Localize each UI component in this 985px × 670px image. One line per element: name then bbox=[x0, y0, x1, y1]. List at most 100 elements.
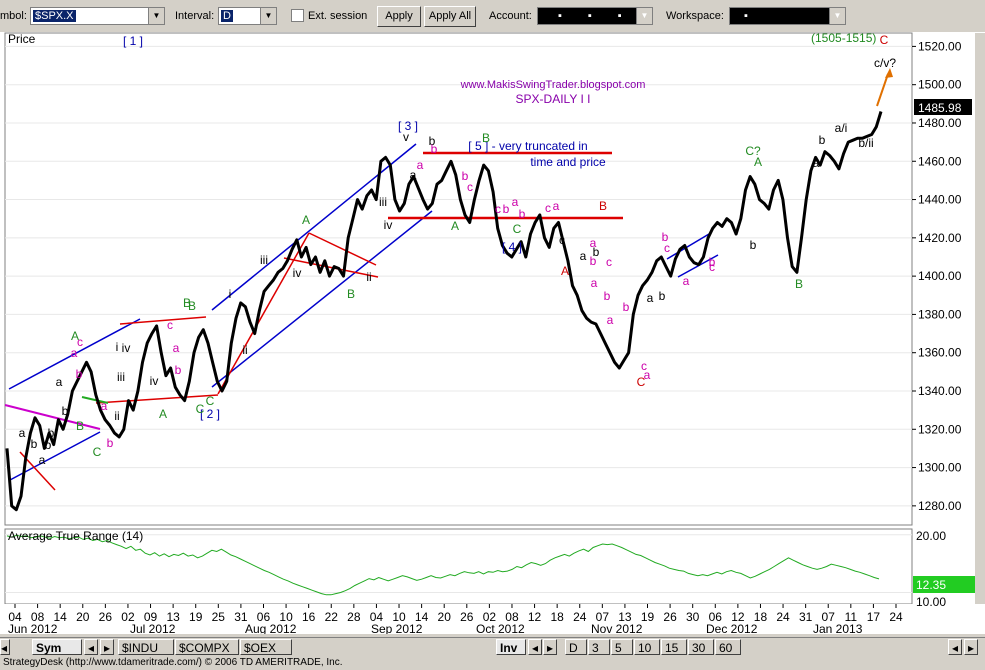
tab-interval-10[interactable]: 10 bbox=[634, 639, 660, 655]
wave-label: C bbox=[196, 402, 205, 416]
ext-session-checkbox[interactable] bbox=[291, 9, 304, 22]
wave-label: a bbox=[590, 236, 597, 250]
x-tick-label: 26 bbox=[460, 610, 474, 624]
tab-interval-3[interactable]: 3 bbox=[588, 639, 610, 655]
x-tick-label: 14 bbox=[415, 610, 429, 624]
wave-label: A bbox=[561, 264, 569, 278]
wave-label: c bbox=[167, 318, 173, 332]
price-y-tick-label: 1440.00 bbox=[918, 193, 962, 207]
atr-panel-frame bbox=[4, 528, 913, 605]
tab-next-button[interactable]: ▸ bbox=[100, 639, 114, 655]
wave-label: c bbox=[495, 202, 501, 216]
atr-series-line bbox=[6, 534, 880, 596]
tab-sym[interactable]: Sym bbox=[32, 639, 82, 655]
interval-combo[interactable]: D ▼ bbox=[218, 7, 277, 25]
scroll-left-button[interactable]: ◂ bbox=[948, 639, 962, 655]
chevron-down-icon[interactable]: ▼ bbox=[636, 8, 652, 24]
price-chart-svg[interactable]: 1280.001300.001320.001340.001360.001380.… bbox=[0, 31, 985, 636]
wave-label: v bbox=[403, 130, 409, 144]
tab-inv-next-button[interactable]: ▸ bbox=[543, 639, 557, 655]
wave-label: a bbox=[580, 249, 587, 263]
wave-label: B bbox=[347, 287, 355, 301]
wave-label: a bbox=[39, 453, 46, 467]
wave-label: b bbox=[62, 404, 69, 418]
account-combo[interactable]: ▪▪▪▪ ▼ bbox=[537, 7, 653, 25]
atr-panel-title: Average True Range (14) bbox=[8, 529, 143, 543]
x-tick-label: 26 bbox=[99, 610, 113, 624]
symbol-label: mbol: bbox=[0, 10, 27, 22]
trend-line-red-3 bbox=[95, 394, 219, 404]
chart-area[interactable]: 1280.00 1300.00 1320.00 1340.00 1360.00 1380.… bbox=[0, 31, 985, 636]
tab-symbol-oex[interactable]: $OEX bbox=[240, 639, 292, 655]
wave-label: b/ii bbox=[858, 136, 873, 150]
x-tick-label: 14 bbox=[53, 610, 67, 624]
wave-label: b bbox=[659, 289, 666, 303]
price-y-tick-label: 1520.00 bbox=[918, 39, 962, 53]
chevron-down-icon[interactable]: ▼ bbox=[260, 8, 276, 24]
scroll-right-button[interactable]: ▸ bbox=[964, 639, 978, 655]
wave-label: a bbox=[410, 168, 417, 182]
x-tick-label: 30 bbox=[686, 610, 700, 624]
tab-interval-30[interactable]: 30 bbox=[688, 639, 714, 655]
tab-inv-prev-button[interactable]: ◂ bbox=[528, 639, 542, 655]
wave-label: b bbox=[819, 133, 826, 147]
apply-button[interactable]: Apply bbox=[377, 6, 421, 27]
apply-all-button[interactable]: Apply All bbox=[424, 6, 476, 27]
x-tick-label: 06 bbox=[709, 610, 723, 624]
atr-gridlines bbox=[5, 534, 912, 593]
wave-label: a bbox=[647, 291, 654, 305]
tab-interval-5[interactable]: 5 bbox=[611, 639, 633, 655]
wave-label: a bbox=[101, 399, 108, 413]
x-tick-label: 26 bbox=[663, 610, 677, 624]
wave-label: c bbox=[664, 241, 670, 255]
wave-label: b bbox=[175, 363, 182, 377]
right-scrollbar[interactable] bbox=[975, 33, 985, 634]
wave-label: b bbox=[662, 230, 669, 244]
wave-label: b bbox=[431, 142, 438, 156]
price-y-tick-label: 1360.00 bbox=[918, 346, 962, 360]
workspace-label: Workspace: bbox=[666, 10, 724, 22]
wave-label: C bbox=[880, 33, 889, 47]
wave-label: iv bbox=[122, 341, 131, 355]
price-y-tick-label: 1380.00 bbox=[918, 307, 962, 321]
wave-label: [ 2 ] bbox=[200, 407, 220, 421]
price-y-tick-label: 1300.00 bbox=[918, 461, 962, 475]
wave-label: ii bbox=[366, 270, 371, 284]
workspace-masked-value: ▪ bbox=[744, 10, 748, 22]
wave-label: b bbox=[604, 289, 611, 303]
x-tick-label: 08 bbox=[31, 610, 45, 624]
x-tick-label: 31 bbox=[234, 610, 248, 624]
wave-label: c bbox=[559, 233, 565, 247]
tab-symbol-compx[interactable]: $COMPX bbox=[175, 639, 239, 655]
wave-label: a bbox=[71, 346, 78, 360]
watermark-url: www.MakisSwingTrader.blogspot.com bbox=[460, 79, 646, 91]
wave-label: b bbox=[623, 300, 630, 314]
price-y-tick-label: 1460.00 bbox=[918, 154, 962, 168]
tab-interval-d[interactable]: D bbox=[565, 639, 587, 655]
wave-label: a bbox=[607, 313, 614, 327]
workspace-combo[interactable]: ▪ ▼ bbox=[729, 7, 846, 25]
chevron-down-icon[interactable]: ▼ bbox=[829, 8, 845, 24]
tab-prev-button[interactable]: ◂ bbox=[84, 639, 98, 655]
price-y-tick-label: 1420.00 bbox=[918, 231, 962, 245]
x-tick-label: 24 bbox=[573, 610, 587, 624]
atr-tick-20: 20.00 bbox=[916, 529, 946, 543]
tab-interval-60[interactable]: 60 bbox=[715, 639, 741, 655]
x-tick-label: 28 bbox=[347, 610, 361, 624]
wave-label: [ 1 ] bbox=[123, 34, 143, 48]
tab-symbol-indu[interactable]: $INDU bbox=[118, 639, 174, 655]
wave-label: B bbox=[183, 296, 191, 310]
toolbar: mbol: $SPX.X ▼ Interval: D ▼ Ext. sessio… bbox=[0, 0, 985, 33]
symbol-value: $SPX.X bbox=[33, 10, 76, 22]
x-tick-label: 24 bbox=[889, 610, 903, 624]
tab-scroll-left-button[interactable]: ◂ bbox=[0, 639, 10, 655]
wave-label: b bbox=[31, 437, 38, 451]
chevron-down-icon[interactable]: ▼ bbox=[148, 8, 164, 24]
x-tick-label: 20 bbox=[76, 610, 90, 624]
wave-label: b bbox=[709, 255, 716, 269]
symbol-combo[interactable]: $SPX.X ▼ bbox=[30, 7, 165, 25]
wave-label: A bbox=[159, 407, 167, 421]
tab-inv[interactable]: Inv bbox=[496, 639, 526, 655]
x-tick-label: 24 bbox=[776, 610, 790, 624]
tab-interval-15[interactable]: 15 bbox=[661, 639, 687, 655]
